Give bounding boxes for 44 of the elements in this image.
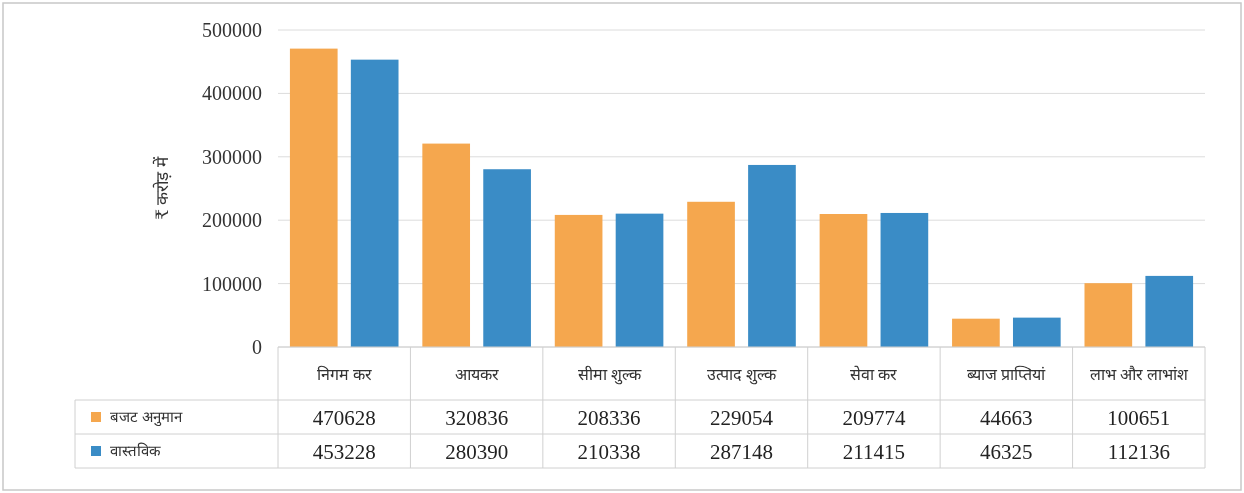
- data-label: 287148: [710, 440, 773, 464]
- y-tick-label: 500000: [202, 19, 262, 41]
- data-label: 280390: [445, 440, 509, 464]
- x-tick-label: लाभ और लाभांश: [1089, 365, 1189, 383]
- bar: [687, 201, 735, 347]
- data-label: 112136: [1107, 440, 1170, 464]
- x-tick-label: सेवा कर: [850, 365, 898, 383]
- bar: [554, 214, 603, 347]
- y-tick-label: 400000: [202, 82, 262, 105]
- y-tick-label: 100000: [202, 272, 262, 295]
- bar: [350, 59, 399, 347]
- y-tick-label: 200000: [202, 209, 262, 232]
- bar: [1012, 317, 1061, 347]
- y-tick-label: 0: [252, 336, 262, 358]
- legend-label: बजट अनुमान: [110, 409, 183, 427]
- legend-label: वास्तविक: [110, 442, 161, 459]
- data-label: 320836: [445, 406, 509, 430]
- bar: [422, 143, 471, 347]
- y-axis-title: ₹ करोड़ में: [152, 156, 172, 220]
- bar: [483, 169, 531, 347]
- data-label: 453228: [312, 440, 376, 464]
- data-label: 44663: [980, 406, 1033, 430]
- bar: [748, 164, 796, 347]
- data-label: 209774: [842, 406, 906, 430]
- y-tick-label: 300000: [202, 145, 262, 168]
- bar: [952, 318, 1000, 347]
- x-tick-label: आयकर: [454, 366, 499, 383]
- data-label: 211415: [842, 440, 906, 464]
- x-tick-label: सीमा शुल्क: [577, 365, 642, 385]
- data-label: 470628: [312, 406, 376, 430]
- bar: [880, 212, 929, 347]
- bar: [1145, 275, 1194, 347]
- data-label: 100651: [1107, 406, 1171, 430]
- data-label: 210338: [577, 440, 641, 464]
- bar: [1084, 283, 1133, 347]
- x-tick-label: ब्याज प्राप्तियां: [967, 365, 1047, 383]
- bar: [615, 213, 664, 347]
- bar: [819, 214, 868, 347]
- data-label: 229054: [710, 406, 774, 430]
- bar: [289, 48, 338, 347]
- x-tick-label: निगम कर: [316, 365, 372, 383]
- data-label: 208336: [577, 406, 641, 430]
- x-tick-label: उत्पाद शुल्क: [707, 366, 777, 385]
- data-label: 46325: [980, 440, 1033, 464]
